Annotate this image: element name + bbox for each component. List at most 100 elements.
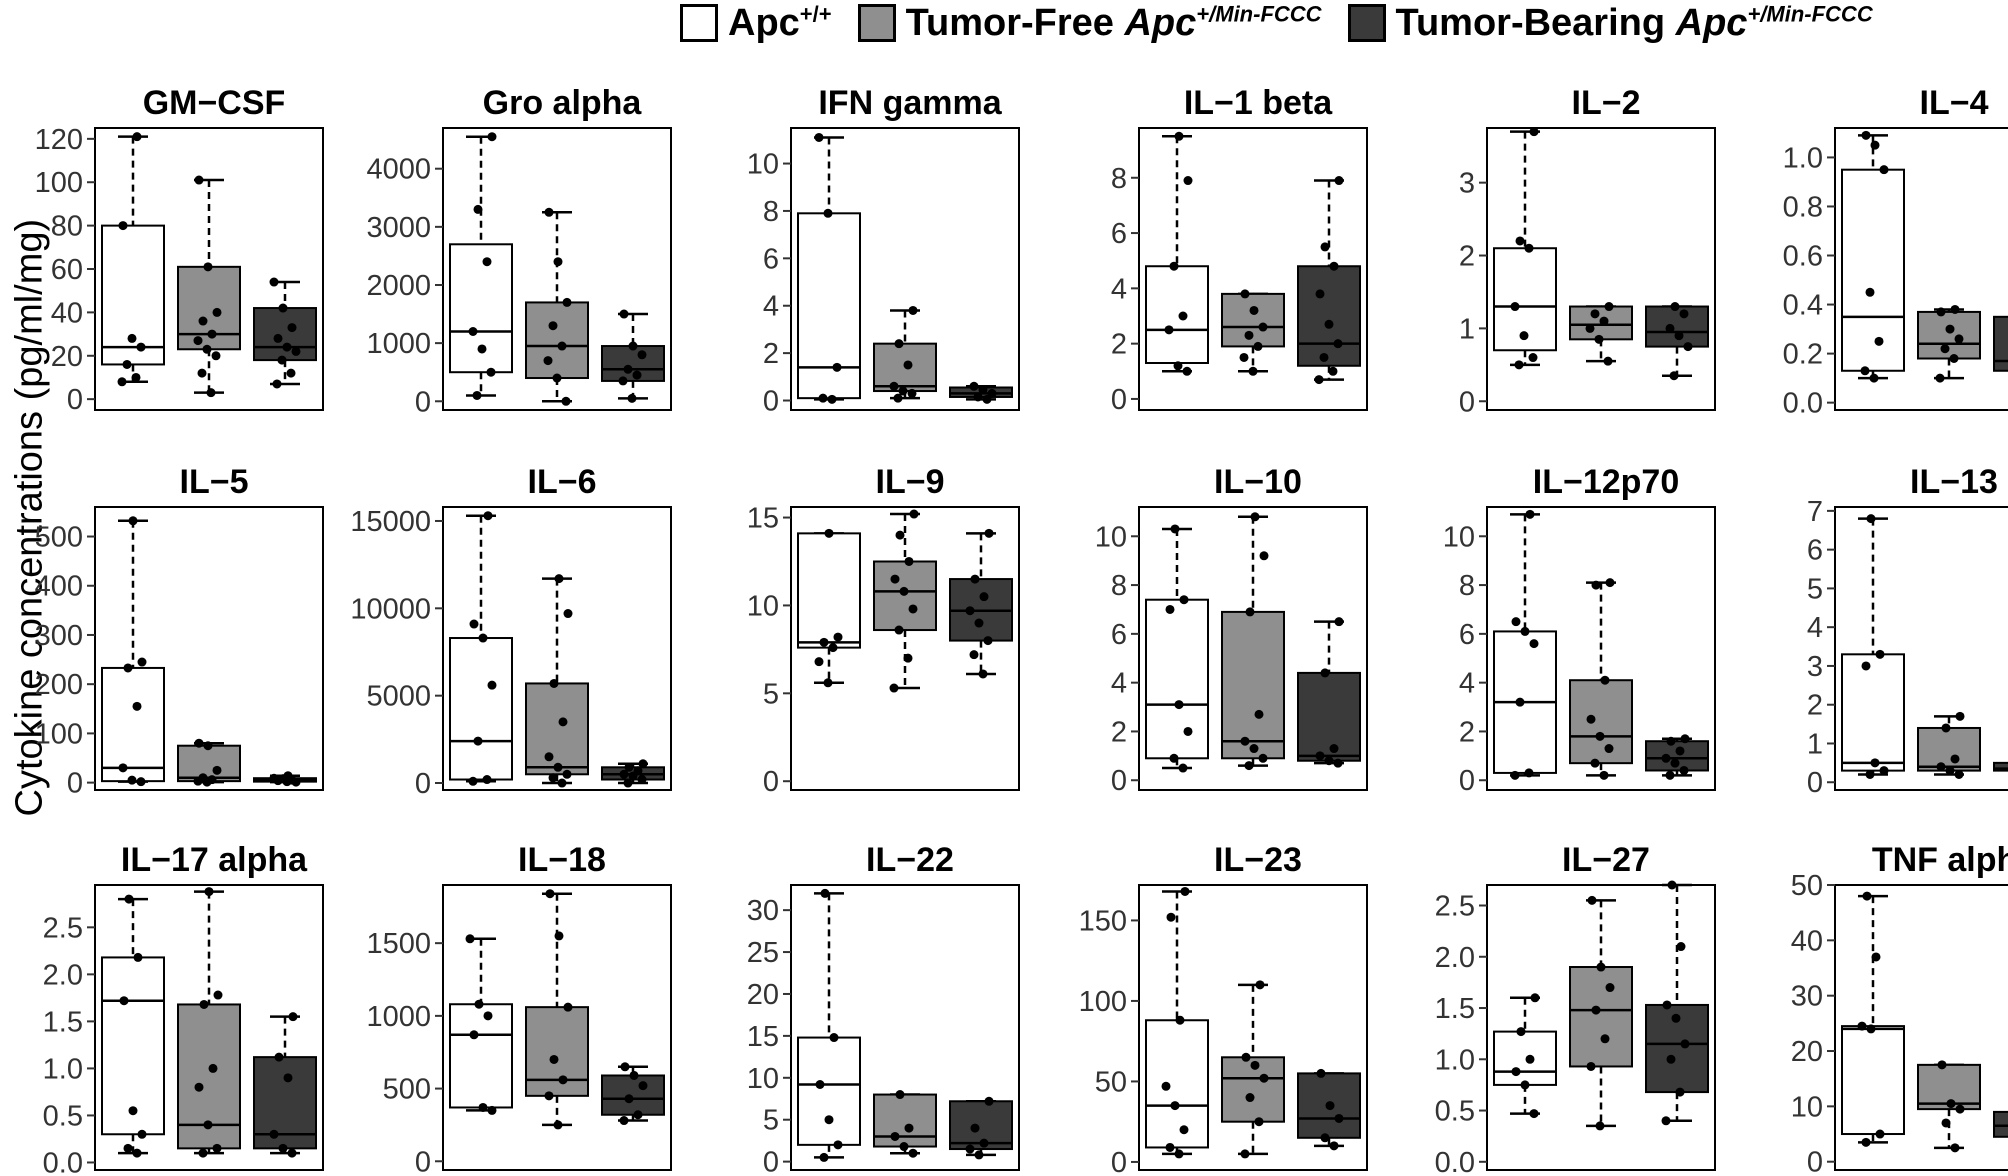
point-il-9-0-1 (814, 657, 824, 667)
point-il-10-1-2 (1249, 744, 1259, 754)
panel-frame-il-4 (1834, 127, 2008, 411)
legend: Apc+/+ Tumor-Free Apc+/Min-FCCC Tumor-Be… (680, 0, 1873, 46)
point-il-27-0-0 (1529, 1109, 1539, 1119)
box-il-9-1 (873, 560, 937, 632)
y-tick-label-il-5-4: 400 (35, 571, 83, 603)
y-tick-label-il-9-0: 0 (763, 766, 779, 798)
y-tick-label-il-2-1: 1 (1459, 313, 1475, 345)
point-il-27-2-4 (1671, 1013, 1681, 1023)
point-il-18-0-3 (483, 1011, 493, 1021)
point-gm-csf-1-3 (202, 344, 212, 354)
point-il-6-0-4 (478, 633, 488, 643)
point-gro-alpha-1-6 (553, 257, 563, 267)
box-il-12p70-1 (1569, 679, 1633, 765)
y-tick-label-il-17-alpha-2: 1.0 (43, 1053, 83, 1085)
point-il-12p70-0-1 (1524, 768, 1534, 778)
box-il-18-0 (449, 1003, 513, 1109)
point-il-6-0-6 (483, 511, 493, 521)
point-gro-alpha-1-3 (557, 341, 567, 351)
point-gro-alpha-0-0 (472, 390, 482, 400)
point-il-4-1-4 (1945, 324, 1955, 334)
point-tnf-alpha-0-3 (1857, 1021, 1867, 1031)
point-il-6-1-0 (557, 778, 567, 788)
box-il-13-0 (1841, 653, 1905, 772)
box-il-1-beta-2 (1297, 265, 1361, 367)
point-gm-csf-1-1 (197, 368, 207, 378)
y-tick-label-il-5-1: 100 (35, 718, 83, 750)
point-il-6-1-2 (562, 769, 572, 779)
panel-title-il-27: IL−27 (1562, 841, 1650, 879)
box-gro-alpha-1 (525, 301, 589, 380)
point-il-23-0-7 (1180, 886, 1190, 896)
y-tick-label-ifn-gamma-0: 0 (763, 386, 779, 418)
box-il-10-1 (1221, 610, 1285, 760)
point-gro-alpha-1-7 (544, 207, 554, 217)
point-gm-csf-1-0 (206, 388, 216, 398)
box-il-23-0 (1145, 1019, 1209, 1149)
point-il-4-1-5 (1936, 307, 1946, 317)
point-tnf-alpha-1-3 (1946, 1099, 1956, 1109)
point-il-17-alpha-0-3 (128, 1106, 138, 1116)
point-il-17-alpha-0-1 (123, 1143, 133, 1153)
point-il-1-beta-0-6 (1174, 131, 1184, 141)
box-il-13-1 (1917, 726, 1981, 772)
point-il-17-alpha-2-4 (274, 1052, 284, 1062)
y-tick-label-il-18-2: 1000 (366, 1001, 431, 1033)
point-il-17-alpha-1-7 (204, 887, 214, 897)
point-il-4-1-6 (1950, 304, 1960, 314)
legend-item-apc-wt: Apc+/+ (680, 2, 832, 45)
point-il-4-1-2 (1940, 344, 1950, 354)
point-il-12p70-1-1 (1590, 758, 1600, 768)
point-il-6-1-6 (549, 678, 559, 688)
y-tick-label-il-18-0: 0 (415, 1146, 431, 1176)
box-il-22-1 (873, 1093, 937, 1148)
point-tnf-alpha-0-2 (1866, 1024, 1876, 1034)
box-il-1-beta-1 (1221, 292, 1285, 348)
y-tick-label-il-22-5: 25 (747, 937, 779, 969)
point-il-9-1-4 (899, 586, 909, 596)
point-gm-csf-2-7 (278, 303, 288, 313)
point-gro-alpha-2-5 (628, 341, 638, 351)
point-gro-alpha-0-3 (468, 327, 478, 337)
point-il-17-alpha-1-2 (203, 1120, 213, 1130)
panel-frame-ifn-gamma (790, 127, 1020, 411)
point-il-12p70-1-7 (1605, 578, 1615, 588)
point-ifn-gamma-0-1 (818, 393, 828, 403)
point-il-6-1-8 (554, 574, 564, 584)
point-il-13-0-0 (1865, 769, 1875, 779)
point-gro-alpha-1-5 (562, 297, 572, 307)
point-il-2-0-0 (1514, 360, 1524, 370)
point-il-27-1-2 (1600, 1034, 1610, 1044)
panel-frame-il-9 (790, 506, 1020, 791)
point-ifn-gamma-0-0 (827, 394, 837, 404)
point-il-27-1-6 (1587, 895, 1597, 905)
point-ifn-gamma-1-5 (894, 339, 904, 349)
point-il-9-2-4 (965, 606, 975, 616)
y-tick-label-il-27-1: 0.5 (1435, 1096, 1475, 1128)
point-il-1-beta-2-2 (1319, 352, 1329, 362)
point-il-2-2-3 (1665, 323, 1675, 333)
point-il-27-1-3 (1591, 1005, 1601, 1015)
point-il-2-2-5 (1670, 302, 1680, 312)
box-il-13-2 (1993, 761, 2008, 772)
point-il-9-2-0 (978, 669, 988, 679)
point-ifn-gamma-1-0 (893, 393, 903, 403)
panel-frame-il-18 (442, 884, 672, 1171)
point-il-5-1-6 (194, 738, 204, 748)
point-il-17-alpha-1-1 (212, 1143, 222, 1153)
point-il-18-2-4 (629, 1070, 639, 1080)
point-il-27-2-5 (1662, 1000, 1672, 1010)
y-tick-label-il-17-alpha-1: 0.5 (43, 1100, 83, 1132)
point-il-22-0-0 (819, 1152, 829, 1162)
y-tick-label-il-12p70-0: 0 (1459, 765, 1475, 797)
point-il-9-2-6 (970, 574, 980, 584)
point-il-1-beta-2-0 (1314, 375, 1324, 385)
y-tick-label-tnf-alpha-4: 40 (1791, 925, 1823, 957)
panel-frame-gro-alpha (442, 127, 672, 411)
y-tick-label-il-27-5: 2.5 (1435, 891, 1475, 923)
panel-title-il-1-beta: IL−1 beta (1184, 84, 1333, 122)
point-gm-csf-1-6 (198, 316, 208, 326)
box-il-17-alpha-0 (101, 956, 165, 1136)
point-il-18-0-1 (478, 1102, 488, 1112)
y-tick-label-gm-csf-5: 100 (35, 167, 83, 199)
